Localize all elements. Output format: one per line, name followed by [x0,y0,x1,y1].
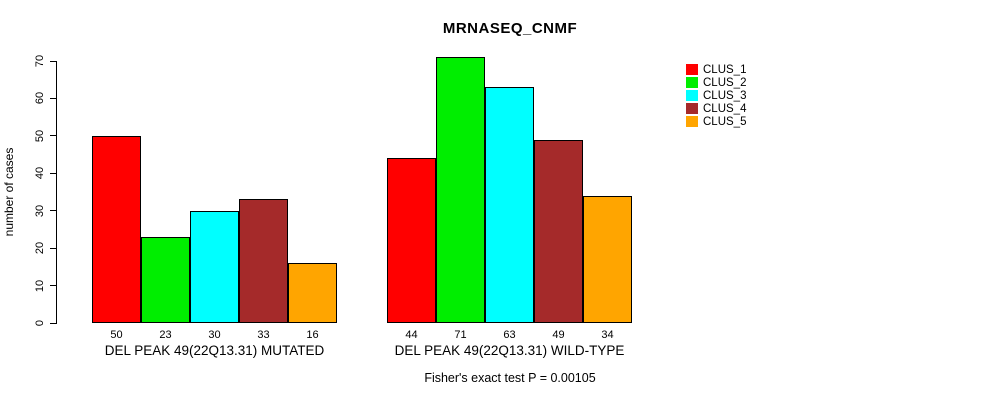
legend-swatch-icon [686,77,698,88]
legend-row: CLUS_1 [686,63,746,76]
legend-label: CLUS_2 [703,76,747,89]
bar-clus_4 [239,199,288,323]
legend-label: CLUS_1 [703,63,747,76]
bar-clus_4 [534,139,583,323]
legend: CLUS_1 CLUS_2 CLUS_3 CLUS_4 CLUS_5 [686,63,746,128]
y-tick-label: 10 [34,279,46,292]
group-label: DEL PEAK 49(22Q13.31) MUTATED [104,343,325,358]
legend-row: CLUS_4 [686,102,746,115]
y-tick-label: 20 [34,242,46,255]
y-tick-mark [50,210,57,212]
legend-row: CLUS_3 [686,89,746,102]
y-tick-mark [50,60,57,62]
y-tick-label: 50 [34,129,46,142]
bar-clus_1 [92,135,141,323]
y-tick-mark [50,135,57,137]
y-tick-label: 60 [34,92,46,105]
bar-value-label: 49 [552,329,565,341]
y-tick-label: 40 [34,167,46,180]
y-tick-mark [50,172,57,174]
bar-value-label: 63 [503,329,516,341]
bar-value-label: 50 [110,329,123,341]
legend-label: CLUS_4 [703,102,747,115]
bar-value-label: 34 [601,329,614,341]
y-tick-mark [50,285,57,287]
bar-value-label: 44 [405,329,418,341]
bar-value-label: 30 [208,329,221,341]
legend-swatch-icon [686,90,698,101]
bar-value-label: 23 [159,329,172,341]
y-tick-mark [50,322,57,324]
chart-title: MRNASEQ_CNMF [442,20,578,37]
y-tick-mark [50,97,57,99]
bar-value-label: 33 [257,329,270,341]
bar-value-label: 71 [454,329,467,341]
footnote-text: Fisher's exact test P = 0.00105 [424,371,596,385]
y-tick-label: 70 [34,54,46,68]
bar-clus_3 [485,87,534,323]
bar-clus_2 [436,57,485,323]
legend-swatch-icon [686,64,698,75]
legend-row: CLUS_2 [686,76,746,89]
legend-swatch-icon [686,103,698,114]
y-tick-mark [50,247,57,249]
bar-clus_2 [141,236,190,323]
y-tick-label: 30 [34,204,46,217]
bar-clus_1 [387,158,436,323]
group-label: DEL PEAK 49(22Q13.31) WILD-TYPE [394,343,625,358]
bar-clus_3 [190,210,239,323]
legend-label: CLUS_3 [703,89,747,102]
legend-label: CLUS_5 [703,115,747,128]
bar-clus_5 [288,263,337,323]
bar-value-label: 16 [306,329,319,341]
legend-swatch-icon [686,116,698,127]
bar-clus_5 [583,195,632,323]
y-axis-line [56,61,57,324]
y-tick-label: 0 [34,319,46,327]
legend-row: CLUS_5 [686,115,746,128]
y-axis-title: number of cases [2,147,16,237]
